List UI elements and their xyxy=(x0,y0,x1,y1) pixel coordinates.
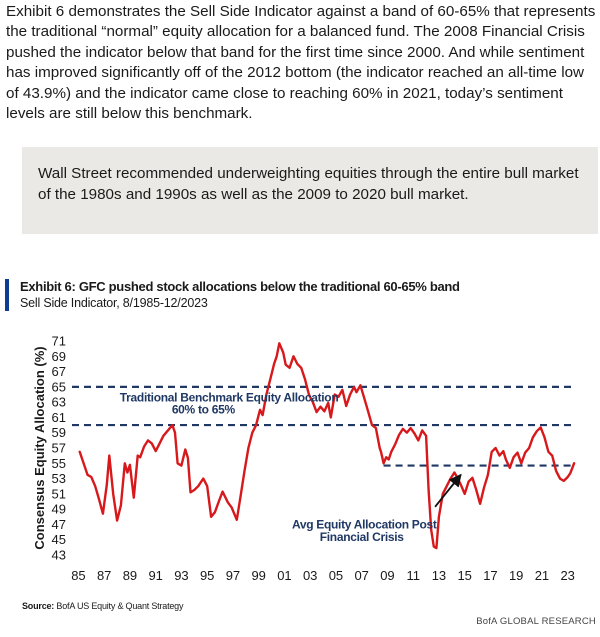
callout-box: Wall Street recommended underweighting e… xyxy=(22,147,598,234)
source-note: Source: BofA US Equity & Quant Strategy xyxy=(22,601,183,611)
exhibit-subtitle: Sell Side Indicator, 8/1985-12/2023 xyxy=(20,296,208,310)
exhibit-title: Exhibit 6: GFC pushed stock allocations … xyxy=(20,279,460,294)
x-tick-label: 05 xyxy=(329,568,343,583)
chart-annotation: 60% to 65% xyxy=(172,403,236,417)
chart-annotation: Financial Crisis xyxy=(320,530,405,544)
exhibit-figure: Exhibit 6: GFC pushed stock allocations … xyxy=(0,279,600,637)
x-tick-label: 03 xyxy=(303,568,317,583)
line-chart: Consensus Equity Allocation (%)434547495… xyxy=(32,334,576,583)
sell-side-indicator-line xyxy=(78,342,576,550)
x-tick-label: 15 xyxy=(457,568,471,583)
y-tick-label: 57 xyxy=(52,441,66,456)
y-axis-label: Consensus Equity Allocation (%) xyxy=(32,346,47,549)
y-tick-label: 67 xyxy=(52,364,66,379)
y-tick-label: 65 xyxy=(52,379,66,394)
y-tick-label: 53 xyxy=(52,471,66,486)
y-tick-label: 49 xyxy=(52,502,66,517)
x-tick-label: 97 xyxy=(226,568,240,583)
x-tick-label: 13 xyxy=(432,568,446,583)
source-text: BofA US Equity & Quant Strategy xyxy=(56,601,184,611)
y-tick-label: 51 xyxy=(52,486,66,501)
chart-annotation: Traditional Benchmark Equity Allocation xyxy=(120,390,339,404)
intro-paragraph: Exhibit 6 demonstrates the Sell Side Ind… xyxy=(6,3,596,123)
x-tick-label: 11 xyxy=(406,568,420,583)
y-tick-label: 71 xyxy=(52,334,66,349)
chart-annotation: Avg Equity Allocation Post xyxy=(292,517,437,531)
y-tick-label: 63 xyxy=(52,395,66,410)
x-tick-label: 89 xyxy=(123,568,137,583)
y-tick-label: 43 xyxy=(52,548,66,563)
callout-text: Wall Street recommended underweighting e… xyxy=(38,165,579,203)
x-tick-label: 09 xyxy=(380,568,394,583)
y-tick-label: 47 xyxy=(52,517,66,532)
y-tick-label: 59 xyxy=(52,425,66,440)
x-tick-label: 87 xyxy=(97,568,111,583)
x-tick-label: 19 xyxy=(509,568,523,583)
x-tick-label: 99 xyxy=(251,568,265,583)
x-tick-label: 93 xyxy=(174,568,188,583)
source-label: Source: xyxy=(22,601,55,611)
x-tick-label: 91 xyxy=(148,568,162,583)
x-tick-label: 21 xyxy=(535,568,549,583)
x-tick-label: 23 xyxy=(560,568,574,583)
y-tick-label: 55 xyxy=(52,456,66,471)
x-tick-label: 01 xyxy=(277,568,291,583)
annotation-arrow xyxy=(434,473,462,508)
y-tick-label: 45 xyxy=(52,532,66,547)
x-tick-label: 07 xyxy=(354,568,368,583)
x-tick-label: 95 xyxy=(200,568,214,583)
x-tick-label: 17 xyxy=(483,568,497,583)
exhibit-accent-bar xyxy=(5,279,9,311)
x-tick-label: 85 xyxy=(71,568,85,583)
y-tick-label: 69 xyxy=(52,349,66,364)
brand-logo-text: BofA GLOBAL RESEARCH xyxy=(476,616,596,627)
y-tick-label: 61 xyxy=(52,410,66,425)
